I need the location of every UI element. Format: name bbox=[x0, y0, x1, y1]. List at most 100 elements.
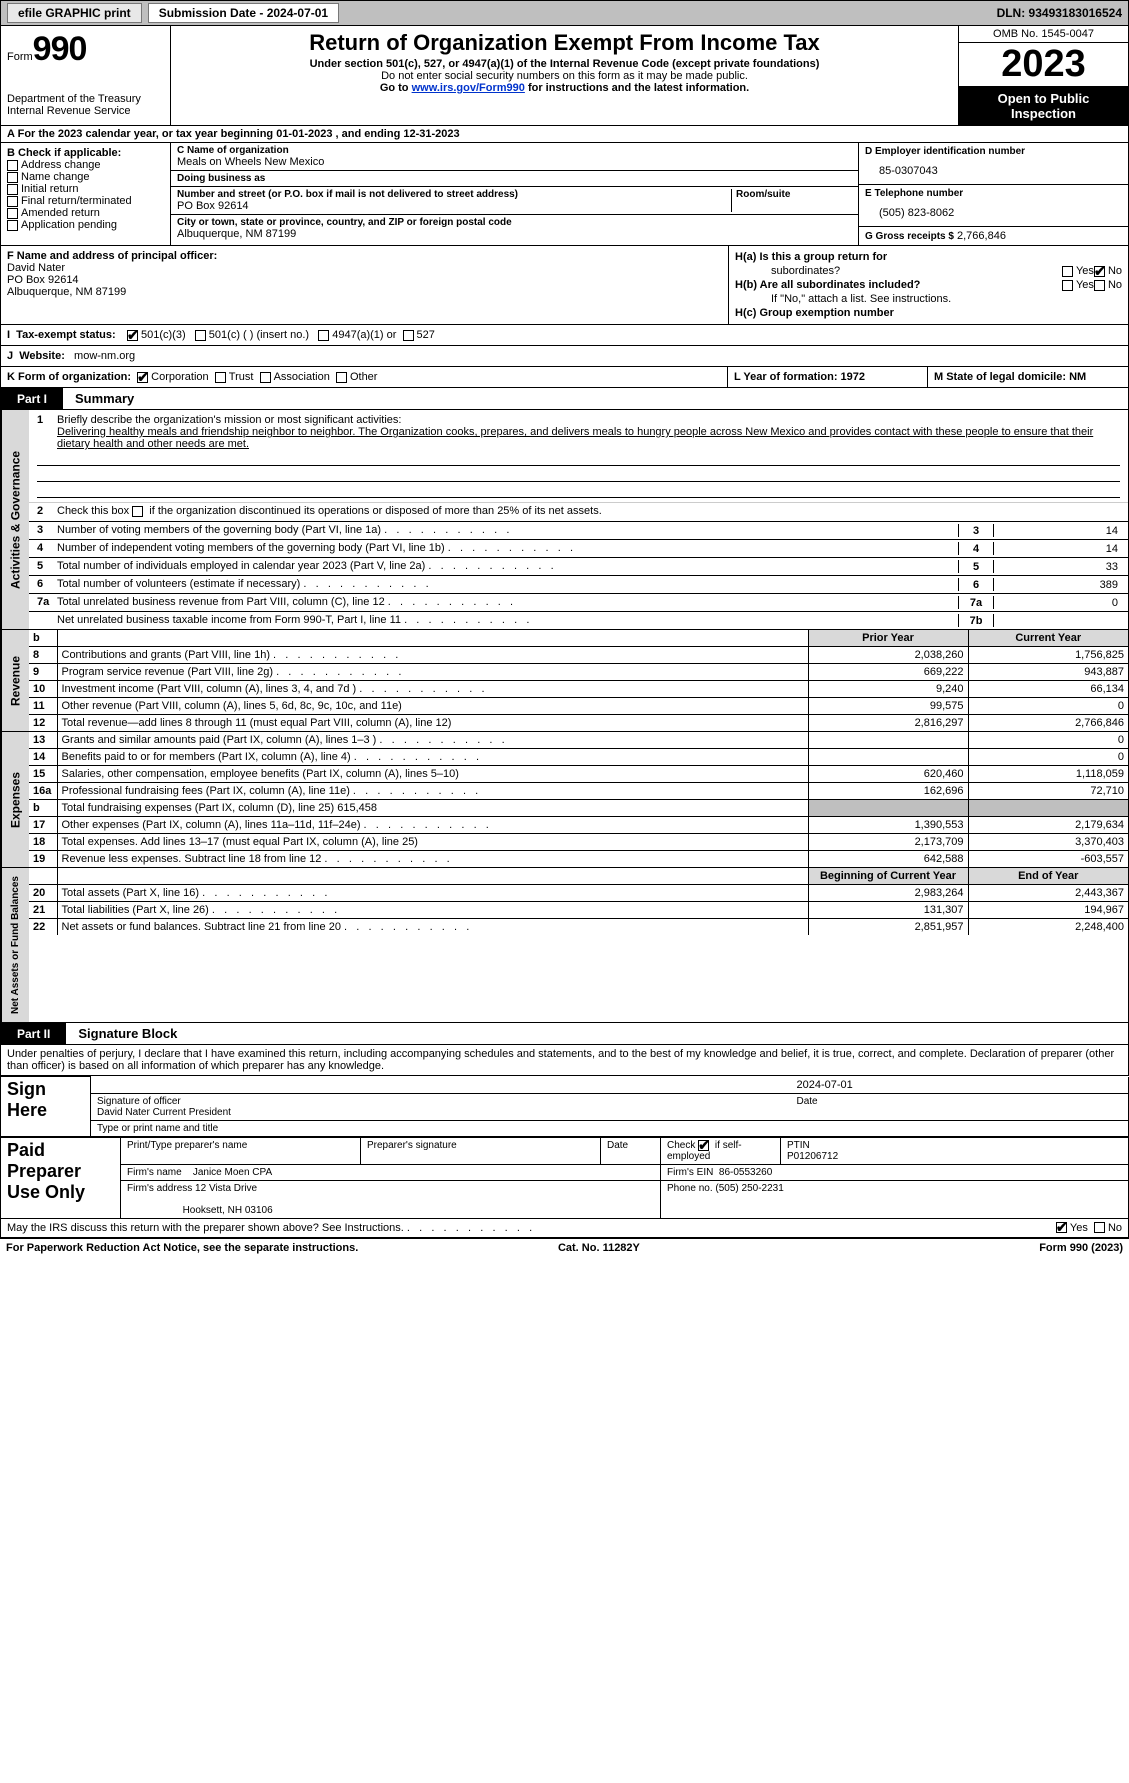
part1-bar: Part I Summary bbox=[0, 388, 1129, 410]
l11-c: 0 bbox=[968, 698, 1128, 715]
form-box: Form990 Department of the Treasury Inter… bbox=[1, 26, 171, 125]
officer-sig: David Nater Current President bbox=[97, 1107, 231, 1118]
submission-date: Submission Date - 2024-07-01 bbox=[148, 3, 339, 23]
sign-here-lbl: Sign Here bbox=[1, 1077, 91, 1137]
l8-p: 2,038,260 bbox=[808, 647, 968, 664]
l6-v: 389 bbox=[994, 578, 1124, 591]
firm-ein: 86-0553260 bbox=[719, 1167, 772, 1178]
discuss-row: May the IRS discuss this return with the… bbox=[0, 1219, 1129, 1238]
chk-4947[interactable] bbox=[318, 330, 329, 341]
room-lbl: Room/suite bbox=[736, 189, 852, 200]
chk-527[interactable] bbox=[403, 330, 414, 341]
ein-lbl: D Employer identification number bbox=[865, 146, 1122, 157]
part1-lbl: Part I bbox=[1, 389, 63, 409]
chk-initial[interactable]: Initial return bbox=[7, 183, 164, 195]
discuss-no[interactable] bbox=[1094, 1222, 1105, 1233]
chk-other[interactable] bbox=[336, 372, 347, 383]
hb-no[interactable] bbox=[1094, 280, 1105, 291]
discuss-yes[interactable] bbox=[1056, 1222, 1067, 1233]
l2: Check this box if the organization disco… bbox=[57, 505, 1124, 517]
l14-c: 0 bbox=[968, 749, 1128, 766]
b-label: B Check if applicable: bbox=[7, 147, 164, 159]
hb-yes[interactable] bbox=[1062, 280, 1073, 291]
section-a: A For the 2023 calendar year, or tax yea… bbox=[0, 126, 1129, 143]
subtitle-3: Go to www.irs.gov/Form990 for instructio… bbox=[179, 82, 950, 94]
i-lbl: I Tax-exempt status: bbox=[7, 329, 127, 341]
l17-c: 2,179,634 bbox=[968, 817, 1128, 834]
l20-t: Total assets (Part X, line 16) bbox=[57, 885, 808, 902]
mission-lbl: Briefly describe the organization's miss… bbox=[57, 414, 401, 426]
chk-name[interactable]: Name change bbox=[7, 171, 164, 183]
ein: 85-0307043 bbox=[865, 157, 1122, 181]
j-lbl: Website: bbox=[19, 350, 65, 362]
gov-block: Activities & Governance 1Briefly describ… bbox=[0, 410, 1129, 630]
l12-c: 2,766,846 bbox=[968, 715, 1128, 732]
f-block: F Name and address of principal officer:… bbox=[1, 246, 728, 324]
l9-t: Program service revenue (Part VIII, line… bbox=[57, 664, 808, 681]
org-name: Meals on Wheels New Mexico bbox=[177, 156, 852, 168]
chk-assoc[interactable] bbox=[260, 372, 271, 383]
l16a-c: 72,710 bbox=[968, 783, 1128, 800]
gross-lbl: G Gross receipts $ bbox=[865, 231, 954, 242]
chk-501c3[interactable] bbox=[127, 330, 138, 341]
officer-name: David Nater bbox=[7, 262, 722, 274]
vtab-rev: Revenue bbox=[1, 630, 29, 731]
l15-t: Salaries, other compensation, employee b… bbox=[57, 766, 808, 783]
prep-date-lbl: Date bbox=[601, 1137, 661, 1164]
l19-c: -603,557 bbox=[968, 851, 1128, 868]
l13-t: Grants and similar amounts paid (Part IX… bbox=[57, 732, 808, 749]
form-label: Form bbox=[7, 51, 33, 63]
prep-name-lbl: Print/Type preparer's name bbox=[121, 1137, 361, 1164]
chk-self[interactable] bbox=[698, 1140, 709, 1151]
ha-yes[interactable] bbox=[1062, 266, 1073, 277]
officer-city: Albuquerque, NM 87199 bbox=[7, 286, 722, 298]
l14-t: Benefits paid to or for members (Part IX… bbox=[57, 749, 808, 766]
chk-l2[interactable] bbox=[132, 506, 143, 517]
chk-501c[interactable] bbox=[195, 330, 206, 341]
footer: For Paperwork Reduction Act Notice, see … bbox=[0, 1238, 1129, 1257]
chk-address[interactable]: Address change bbox=[7, 159, 164, 171]
l11-p: 99,575 bbox=[808, 698, 968, 715]
website[interactable]: mow-nm.org bbox=[74, 350, 135, 362]
l16b-p bbox=[808, 800, 968, 817]
efile-print-button[interactable]: efile GRAPHIC print bbox=[7, 3, 142, 23]
chk-final[interactable]: Final return/terminated bbox=[7, 195, 164, 207]
self-emp: Check if self-employed bbox=[661, 1137, 781, 1164]
sign-here-table: Sign Here 2024-07-01 Signature of office… bbox=[0, 1076, 1129, 1137]
subtitle-2: Do not enter social security numbers on … bbox=[179, 70, 950, 82]
discuss-text: May the IRS discuss this return with the… bbox=[7, 1222, 404, 1234]
l5-v: 33 bbox=[994, 560, 1124, 573]
l15-c: 1,118,059 bbox=[968, 766, 1128, 783]
l9-c: 943,887 bbox=[968, 664, 1128, 681]
l17-p: 1,390,553 bbox=[808, 817, 968, 834]
info-grid: B Check if applicable: Address change Na… bbox=[0, 143, 1129, 246]
chk-amended[interactable]: Amended return bbox=[7, 207, 164, 219]
net-block: Net Assets or Fund Balances Beginning of… bbox=[0, 868, 1129, 1023]
l13-c: 0 bbox=[968, 732, 1128, 749]
i-row: I Tax-exempt status: 501(c)(3) 501(c) ( … bbox=[0, 325, 1129, 346]
sig-date: 2024-07-01 bbox=[791, 1077, 1129, 1094]
rev-block: Revenue bPrior YearCurrent Year 8Contrib… bbox=[0, 630, 1129, 732]
title-box: Return of Organization Exempt From Incom… bbox=[171, 26, 958, 125]
irs: Internal Revenue Service bbox=[7, 105, 164, 117]
phone-lbl: E Telephone number bbox=[865, 188, 1122, 199]
l20-p: 2,983,264 bbox=[808, 885, 968, 902]
l14-p bbox=[808, 749, 968, 766]
date-lbl: Date bbox=[791, 1093, 1129, 1120]
tax-year: 2023 bbox=[959, 43, 1128, 87]
l12-t: Total revenue—add lines 8 through 11 (mu… bbox=[57, 715, 808, 732]
ha-no[interactable] bbox=[1094, 266, 1105, 277]
chk-corp[interactable] bbox=[137, 372, 148, 383]
f-lbl: F Name and address of principal officer: bbox=[7, 250, 722, 262]
chk-trust[interactable] bbox=[215, 372, 226, 383]
ha-lbl2: subordinates? bbox=[771, 265, 840, 277]
irs-link[interactable]: www.irs.gov/Form990 bbox=[412, 82, 525, 94]
l13-p bbox=[808, 732, 968, 749]
chk-application[interactable]: Application pending bbox=[7, 219, 164, 231]
k-lbl: K Form of organization: bbox=[7, 371, 131, 383]
l8-c: 1,756,825 bbox=[968, 647, 1128, 664]
ha-lbl: H(a) Is this a group return for bbox=[735, 251, 887, 263]
l16b-c bbox=[968, 800, 1128, 817]
l19-p: 642,588 bbox=[808, 851, 968, 868]
firm-addr-lbl: Firm's address bbox=[127, 1183, 192, 1194]
